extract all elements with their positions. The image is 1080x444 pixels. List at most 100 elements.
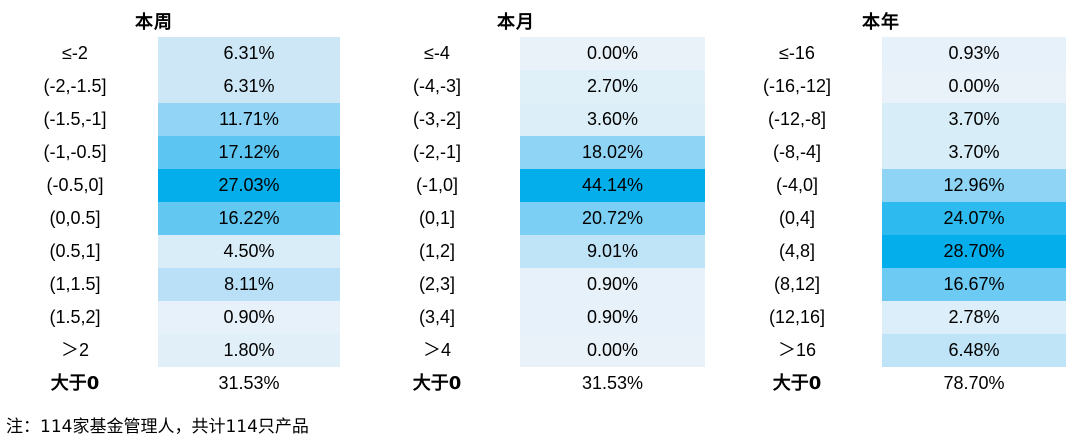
table-row: (-0.5,0] 27.03% xyxy=(0,169,340,202)
range-label: (1.5,2] xyxy=(49,307,101,327)
table-row: ≤-16 0.93% xyxy=(722,37,1066,70)
percentage-cell: 0.00% xyxy=(882,70,1066,103)
percentage-cell: 3.70% xyxy=(882,103,1066,136)
percentage-cell: 28.70% xyxy=(882,235,1066,268)
percentage-cell: 1.80% xyxy=(158,334,340,367)
table-row: (-2,-1] 18.02% xyxy=(362,136,705,169)
percentage-cell: 0.00% xyxy=(520,334,705,367)
range-label: (3,4] xyxy=(418,307,456,327)
range-label: (12,16] xyxy=(768,307,826,327)
table-row: (-12,-8] 3.70% xyxy=(722,103,1066,136)
range-label: ＞2 xyxy=(60,340,89,360)
range-label: (-3,-2] xyxy=(412,109,461,129)
range-label: (1,2] xyxy=(418,241,456,261)
table-row: (1,1.5] 8.11% xyxy=(0,268,340,301)
table-row: (2,3] 0.90% xyxy=(362,268,705,301)
total-label: 大于0 xyxy=(772,373,822,394)
percentage-cell: 24.07% xyxy=(882,202,1066,235)
percentage-cell: 16.67% xyxy=(882,268,1066,301)
percentage-cell: 11.71% xyxy=(158,103,340,136)
table-row: ≤-4 0.00% xyxy=(362,37,705,70)
range-label: (-2,-1] xyxy=(412,142,461,162)
percentage-cell: 0.90% xyxy=(158,301,340,334)
table-row: (0,4] 24.07% xyxy=(722,202,1066,235)
table-row: (-4,0] 12.96% xyxy=(722,169,1066,202)
range-label: (0,0.5] xyxy=(49,208,101,228)
table-row: (12,16] 2.78% xyxy=(722,301,1066,334)
panel-title: 本月 xyxy=(497,12,535,33)
table-row: (3,4] 0.90% xyxy=(362,301,705,334)
total-value: 78.70% xyxy=(943,373,1005,393)
total-row: 大于0 31.53% xyxy=(0,367,340,400)
range-label: (8,12] xyxy=(773,274,821,294)
range-label: (-12,-8] xyxy=(767,109,827,129)
total-value: 31.53% xyxy=(581,373,644,393)
table-row: (-4,-3] 2.70% xyxy=(362,70,705,103)
table-row: (-3,-2] 3.60% xyxy=(362,103,705,136)
table-row: ≤-2 6.31% xyxy=(0,37,340,70)
percentage-cell: 0.00% xyxy=(520,37,705,70)
range-label: ≤-16 xyxy=(779,43,815,63)
total-value: 31.53% xyxy=(218,373,280,393)
percentage-cell: 9.01% xyxy=(520,235,705,268)
range-label: (0,4] xyxy=(778,208,816,228)
percentage-cell: 4.50% xyxy=(158,235,340,268)
table-row: (0,1] 20.72% xyxy=(362,202,705,235)
range-label: ≤-2 xyxy=(62,43,88,63)
table-row: ＞2 1.80% xyxy=(0,334,340,367)
total-label: 大于0 xyxy=(50,373,100,394)
table-row: (0.5,1] 4.50% xyxy=(0,235,340,268)
panel-title: 本周 xyxy=(135,12,173,33)
table-row: (0,0.5] 16.22% xyxy=(0,202,340,235)
table-row: (-2,-1.5] 6.31% xyxy=(0,70,340,103)
percentage-cell: 0.93% xyxy=(882,37,1066,70)
range-label: (0.5,1] xyxy=(49,241,101,261)
range-label: (-1,0] xyxy=(415,175,458,195)
range-label: (0,1] xyxy=(418,208,456,228)
percentage-cell: 8.11% xyxy=(158,268,340,301)
percentage-cell: 2.70% xyxy=(520,70,705,103)
percentage-cell: 20.72% xyxy=(520,202,705,235)
range-label: (-0.5,0] xyxy=(46,175,104,195)
range-label: (-4,0] xyxy=(775,175,818,195)
table-row: (1,2] 9.01% xyxy=(362,235,705,268)
percentage-cell: 3.70% xyxy=(882,136,1066,169)
table-row: ＞16 6.48% xyxy=(722,334,1066,367)
range-label: (-1.5,-1] xyxy=(43,109,107,129)
table-row: (-1.5,-1] 11.71% xyxy=(0,103,340,136)
percentage-cell: 6.48% xyxy=(882,334,1066,367)
range-label: (-4,-3] xyxy=(412,76,461,96)
table-row: (-1,0] 44.14% xyxy=(362,169,705,202)
table-row: (-16,-12] 0.00% xyxy=(722,70,1066,103)
range-label: (2,3] xyxy=(418,274,456,294)
table-row: (8,12] 16.67% xyxy=(722,268,1066,301)
total-row: 大于0 78.70% xyxy=(722,367,1062,400)
range-label: (-16,-12] xyxy=(762,76,832,96)
percentage-cell: 6.31% xyxy=(158,37,340,70)
range-label: ＞16 xyxy=(777,340,817,360)
percentage-cell: 0.90% xyxy=(520,268,705,301)
table-row: (-1,-0.5] 17.12% xyxy=(0,136,340,169)
range-label: (-1,-0.5] xyxy=(43,142,107,162)
percentage-cell: 3.60% xyxy=(520,103,705,136)
table-row: (-8,-4] 3.70% xyxy=(722,136,1066,169)
percentage-cell: 18.02% xyxy=(520,136,705,169)
panel-year: 本年 ≤-16 0.93% (-16,-12] 0.00% (-12,-8] 3.70%(… xyxy=(722,0,1066,410)
panel-title: 本年 xyxy=(862,12,900,33)
panel-month: 本月 ≤-4 0.00% (-4,-3] 2.70% (-3,-2] 3.60% (-2,-… xyxy=(362,0,705,410)
panel-week: 本周 ≤-2 6.31% (-2,-1.5] 6.31% (-1.5,-1] 11.71%… xyxy=(0,0,340,410)
percentage-cell: 6.31% xyxy=(158,70,340,103)
total-row: 大于0 31.53% xyxy=(362,367,702,400)
range-label: ＞4 xyxy=(422,340,451,360)
range-label: (-2,-1.5] xyxy=(43,76,107,96)
footnote: 注：114家基金管理人，共计114只产品 xyxy=(6,417,309,437)
percentage-cell: 12.96% xyxy=(882,169,1066,202)
percentage-cell: 0.90% xyxy=(520,301,705,334)
range-label: (1,1.5] xyxy=(49,274,101,294)
table-row: (1.5,2] 0.90% xyxy=(0,301,340,334)
percentage-cell: 44.14% xyxy=(520,169,705,202)
percentage-cell: 27.03% xyxy=(158,169,340,202)
percentage-cell: 2.78% xyxy=(882,301,1066,334)
percentage-cell: 17.12% xyxy=(158,136,340,169)
total-label: 大于0 xyxy=(412,373,462,394)
